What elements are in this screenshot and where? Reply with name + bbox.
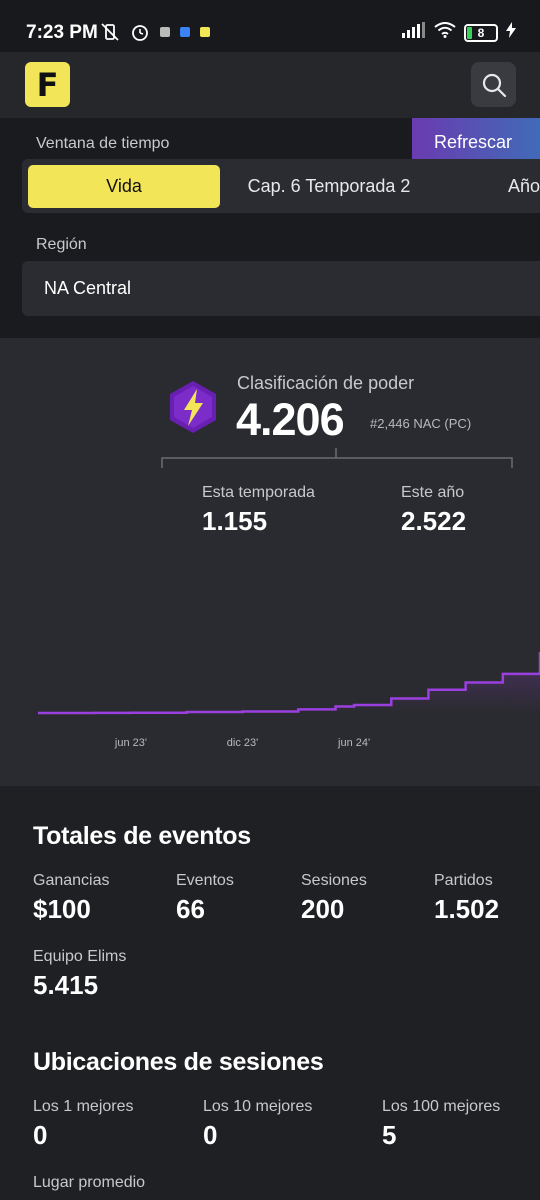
this-season-value: 1.155 [202,506,268,536]
x-tick-label: jun 24' [337,737,370,749]
this-year-label: Este año [401,484,465,501]
search-icon [482,73,506,97]
sessions-label: Sesiones [301,872,367,889]
power-ranking-value: 4.206 [236,394,345,445]
x-tick-label: jun 23' [114,737,147,749]
battery-icon: 8 [464,23,498,42]
chart-series-line [38,652,540,715]
top1-label: Los 1 mejores [33,1098,134,1115]
team-elims-value: 5.415 [33,970,99,1000]
charging-icon [506,22,516,43]
signal-icon [402,22,426,43]
top10-value: 0 [203,1120,218,1150]
bracket-divider [161,448,513,468]
earnings-value: $100 [33,894,91,924]
top10-label: Los 10 mejores [203,1098,313,1115]
matches-value: 1.502 [434,894,500,924]
time-window-label: Ventana de tiempo [36,135,170,152]
team-elims-label: Equipo Elims [33,948,127,965]
app-header: F [0,52,540,118]
events-label: Eventos [176,872,234,889]
wifi-icon [434,22,456,43]
top100-value: 5 [382,1120,397,1150]
power-history-chart: jun 23' dic 23' jun 24' [38,652,540,749]
this-season-label: Esta temporada [202,484,315,501]
battery-fill [467,26,472,39]
refresh-button[interactable]: Refrescar [412,118,540,166]
earnings-label: Ganancias [33,872,110,889]
tab-year[interactable]: Año [508,176,540,196]
event-totals-title: Totales de eventos [33,822,251,850]
region-label: Región [36,236,87,253]
x-tick-label: dic 23' [227,737,258,749]
events-value: 66 [176,894,205,924]
status-time: 7:23 PM [26,22,98,43]
app-notification-icon [160,27,170,37]
filter-panel: Ventana de tiempo Refrescar Vida Cap. 6 … [0,118,540,338]
power-ranking-label: Clasificación de poder [237,373,415,393]
battery-level: 8 [477,25,485,40]
avg-placement-label: Lugar promedio [33,1174,146,1191]
chart-area [38,652,540,713]
matches-label: Partidos [434,872,493,889]
region-select[interactable]: NA Central [22,261,540,316]
tab-lifetime[interactable]: Vida [28,165,220,208]
mute-vibrate-icon [100,22,120,42]
alarm-icon [130,22,150,42]
time-window-tabs: Vida Cap. 6 Temporada 2 Año [22,159,540,213]
search-button[interactable] [471,62,516,107]
top1-value: 0 [33,1120,48,1150]
app-notification-icon [180,27,190,37]
tab-chapter6-season2[interactable]: Cap. 6 Temporada 2 [247,176,411,196]
fortnite-logo[interactable]: F [25,62,70,107]
status-icons-left [100,22,210,42]
sessions-value: 200 [301,894,345,924]
app-notification-icon [200,27,210,37]
this-year-value: 2.522 [401,506,467,536]
status-icons-right: 8 [402,22,516,43]
power-ranking-card: Clasificación de poder 4.206 #2,446 NAC … [0,338,540,786]
session-placements-title: Ubicaciones de sesiones [33,1048,324,1076]
lightning-bolt-icon [170,381,216,433]
power-ranking-rank: #2,446 NAC (PC) [370,416,472,431]
top100-label: Los 100 mejores [382,1098,501,1115]
